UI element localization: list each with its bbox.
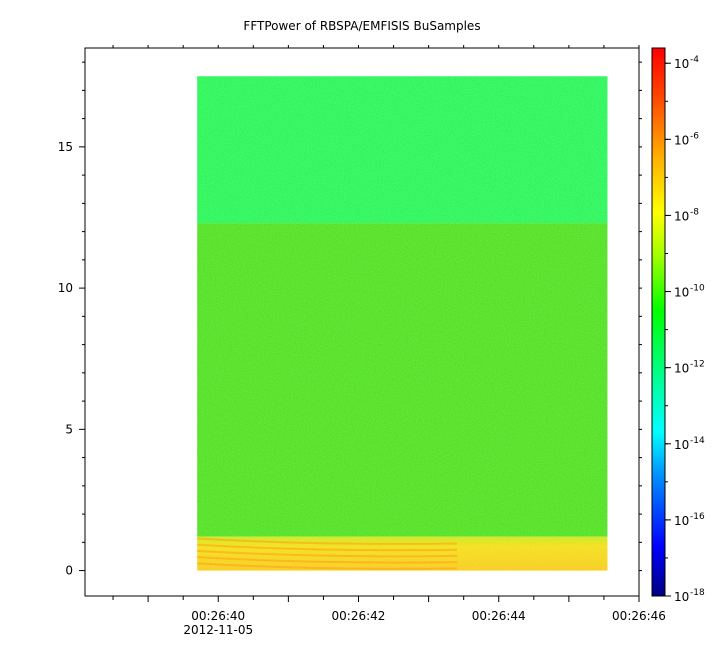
heatmap-area xyxy=(197,76,608,571)
x-tick-label: 00:26:46 xyxy=(612,609,666,623)
y-tick-label: 5 xyxy=(65,422,73,436)
y-axis: 0 5 10 15 xyxy=(58,61,642,578)
colorbar-tick-base: 10 xyxy=(674,57,689,71)
x-tick-label: 00:26:42 xyxy=(332,609,386,623)
chart-title: FFTPower of RBSPA/EMFISIS BuSamples xyxy=(243,19,480,33)
x-tick-label: 00:26:40 xyxy=(191,609,245,623)
colorbar-tick-exponent: -10 xyxy=(690,284,705,294)
colorbar-tick-exponent: -18 xyxy=(690,588,705,598)
colorbar-tick-exponent: -16 xyxy=(690,512,705,522)
colorbar-tick-base: 10 xyxy=(674,590,689,604)
x-tick-label: 00:26:44 xyxy=(472,609,526,623)
colorbar-tick-base: 10 xyxy=(674,362,689,376)
x-tick-sublabel: 2012-11-05 xyxy=(183,623,253,637)
y-tick-label: 15 xyxy=(58,140,73,154)
colorbar-tick-base: 10 xyxy=(674,209,689,223)
colorbar-tick-base: 10 xyxy=(674,514,689,528)
y-tick-label: 10 xyxy=(58,281,73,295)
colorbar xyxy=(651,47,666,597)
colorbar-tick-exponent: -8 xyxy=(690,207,699,217)
colorbar-tick-base: 10 xyxy=(674,133,689,147)
colorbar-tick-base: 10 xyxy=(674,286,689,300)
y-tick-label: 0 xyxy=(65,564,73,578)
spectrogram-noise xyxy=(197,76,608,571)
colorbar-tick-exponent: -14 xyxy=(690,436,705,446)
colorbar-tick-exponent: -12 xyxy=(690,360,705,370)
colorbar-tick-base: 10 xyxy=(674,438,689,452)
colorbar-tick-exponent: -6 xyxy=(690,131,699,141)
colorbar-tick-exponent: -4 xyxy=(690,55,699,65)
